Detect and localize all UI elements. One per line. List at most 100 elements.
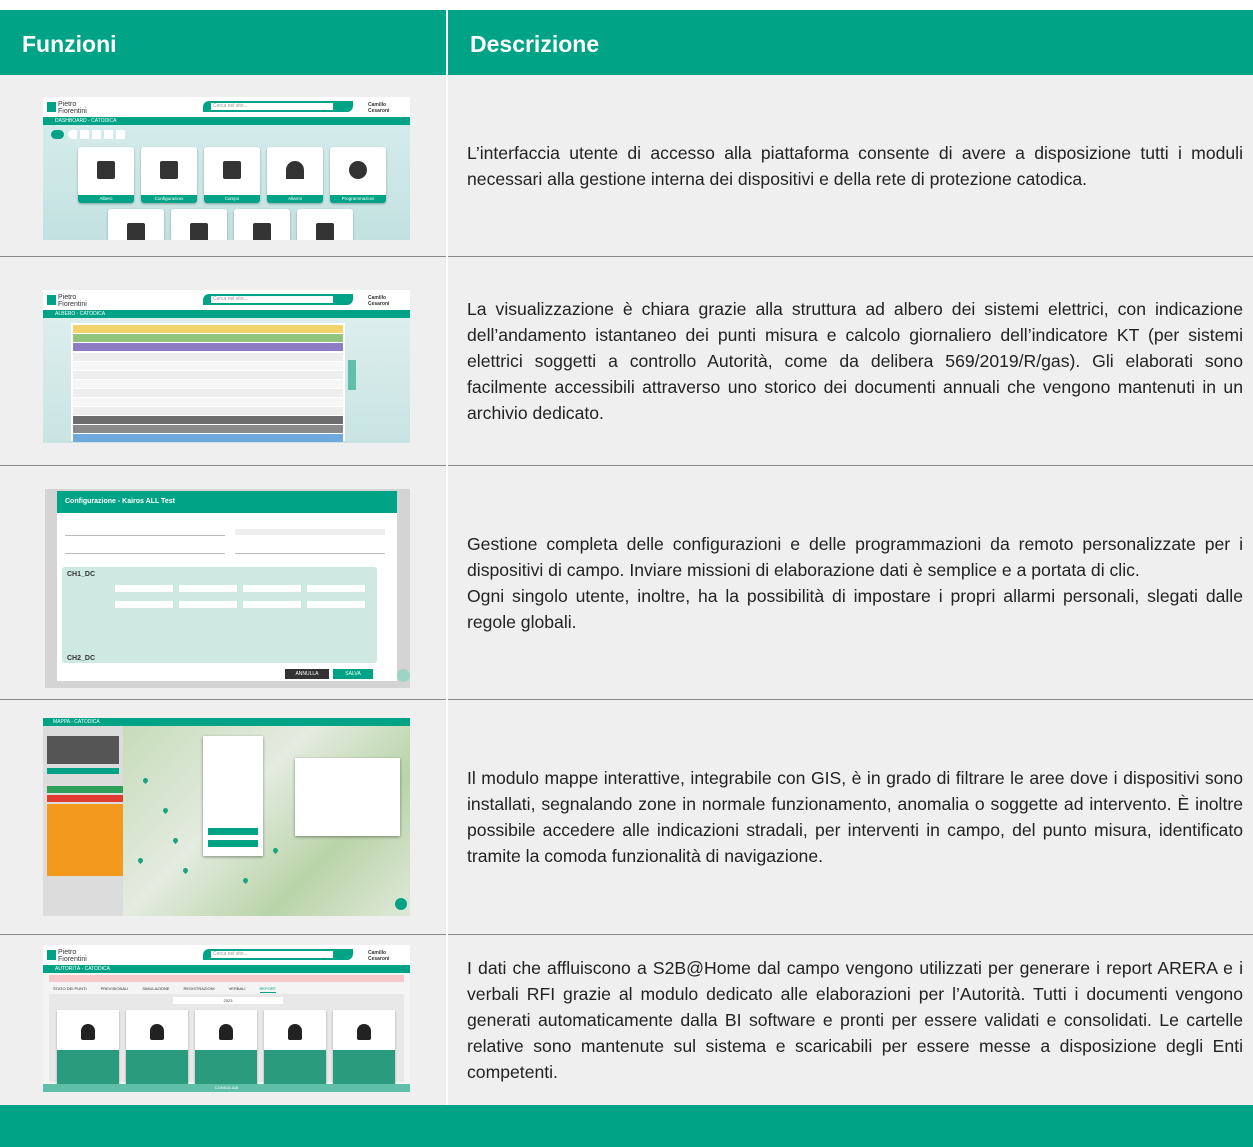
tab[interactable]: STATO DEI PUNTI: [53, 986, 87, 991]
tile: [108, 209, 164, 240]
screenshot: Pietro Fiorentini Cerca nel sito... Cami…: [43, 290, 410, 443]
breadcrumb: MAPPA - CATODICA: [43, 718, 410, 726]
report-card: [57, 1010, 119, 1090]
tree-row: [73, 407, 343, 415]
tree-row: [73, 325, 343, 333]
tab[interactable]: REGISTRAZIONI: [183, 986, 215, 991]
tile: Configurazioni: [141, 147, 197, 203]
user: Camillo Cesaroni: [368, 950, 390, 962]
report-card: [333, 1010, 395, 1090]
tree-row: [73, 434, 343, 442]
tile: [234, 209, 290, 240]
description: Il modulo mappe interattive, integrabile…: [467, 700, 1243, 934]
fields: [115, 601, 370, 608]
fields: [115, 585, 370, 592]
nav-button: [51, 130, 64, 139]
tree-row: [73, 380, 343, 388]
tile: Programmazioni: [330, 147, 386, 203]
list-item: [47, 804, 123, 876]
icon: [316, 223, 334, 240]
icon: [223, 161, 241, 179]
tree-row: [73, 389, 343, 397]
paragraph: L’interfaccia utente di accesso alla pia…: [467, 142, 1243, 189]
tree-row: [73, 362, 343, 370]
icon: [150, 1024, 164, 1040]
list-item: [47, 786, 123, 793]
table-header: Funzioni Descrizione: [0, 10, 1253, 75]
field: [65, 529, 225, 536]
search-text: Cerca nel sito...: [211, 951, 333, 958]
icon: [97, 161, 115, 179]
table-row: Pietro Fiorentini Cerca nel sito... Cami…: [0, 75, 1253, 257]
icon: [253, 223, 271, 240]
tree-row: [73, 353, 343, 361]
brand: Pietro Fiorentini: [58, 294, 87, 308]
icon: [81, 1024, 95, 1040]
tile: [171, 209, 227, 240]
modal-title: Configurazione - Kairos ALL Test: [57, 491, 397, 513]
column-title: Funzioni: [22, 31, 117, 57]
tab[interactable]: PREVISIONALI: [100, 986, 129, 991]
logo: [47, 102, 56, 112]
user: Camillo Cesaroni: [368, 102, 390, 114]
tree-row: [73, 416, 343, 424]
legend: [295, 758, 400, 836]
filter-box: [47, 736, 119, 764]
paragraph: Ogni singolo utente, inoltre, ha la poss…: [467, 585, 1243, 632]
channel-label: CH1_DC: [67, 571, 96, 578]
screenshot: Configurazione - Kairos ALL Test CH1_DC …: [45, 489, 410, 688]
icon: [349, 161, 367, 179]
tile: Allarmi: [267, 147, 323, 203]
paragraph: Gestione completa delle configurazioni e…: [467, 533, 1243, 580]
search: Cerca nel sito...: [203, 294, 353, 305]
tab[interactable]: VERBALI: [228, 986, 246, 991]
filter-button: [47, 768, 119, 774]
screenshot: Pietro Fiorentini Cerca nel sito... Cami…: [43, 97, 410, 240]
screenshot: MAPPA - CATODICA: [43, 718, 410, 916]
fab: [395, 898, 407, 910]
paragraph: I dati che affluiscono a S2B@Home dal ca…: [467, 958, 1243, 1082]
brand: Pietro Fiorentini: [58, 101, 87, 115]
nav-buttons: [68, 130, 128, 139]
tree-row: [73, 343, 343, 351]
logo: [47, 950, 56, 960]
channel-panel: [62, 567, 377, 663]
button: SALVA: [333, 669, 373, 679]
field: [235, 547, 385, 554]
alert: [49, 975, 404, 982]
tab[interactable]: SIMULAZIONE: [142, 986, 170, 991]
list-item: [47, 795, 123, 802]
popup-button: [208, 840, 258, 847]
icon: [219, 1024, 233, 1040]
tile-label: Albero: [78, 195, 134, 203]
paragraph: Il modulo mappe interattive, integrabile…: [467, 768, 1243, 866]
tree-row: [73, 334, 343, 342]
report-card: [195, 1010, 257, 1090]
tile: [297, 209, 353, 240]
tile-label: Allarmi: [267, 195, 323, 203]
table-row: Pietro Fiorentini Cerca nel sito... Cami…: [0, 257, 1253, 466]
card-footer: [195, 1050, 257, 1090]
channel-label: CH2_DC: [67, 655, 96, 662]
tile-label: Programmazioni: [330, 195, 386, 203]
popup: [203, 736, 263, 856]
button: ANNULLA: [285, 669, 329, 679]
tab[interactable]: REPORT: [259, 986, 277, 993]
tabs: STATO DEI PUNTI PREVISIONALI SIMULAZIONE RE…: [53, 985, 403, 993]
card-footer: [333, 1050, 395, 1090]
field: [65, 547, 225, 554]
table-row: MAPPA - CATODICA Il modulo mappe interat…: [0, 700, 1253, 935]
tile: Albero: [78, 147, 134, 203]
tree-row: [73, 371, 343, 379]
fab: [397, 669, 410, 682]
screenshot: Pietro Fiorentini Cerca nel sito... Cami…: [43, 945, 410, 1092]
breadcrumb: ALBERO - CATODICA: [43, 310, 410, 318]
paragraph: La visualizzazione è chiara grazie alla …: [467, 299, 1243, 423]
consolidate-bar: CONSOLIDA: [43, 1084, 410, 1092]
tile-label: Campo: [204, 195, 260, 203]
icon: [160, 161, 178, 179]
popup-button: [208, 828, 258, 835]
description: La visualizzazione è chiara grazie alla …: [467, 257, 1243, 465]
report-card: [264, 1010, 326, 1090]
